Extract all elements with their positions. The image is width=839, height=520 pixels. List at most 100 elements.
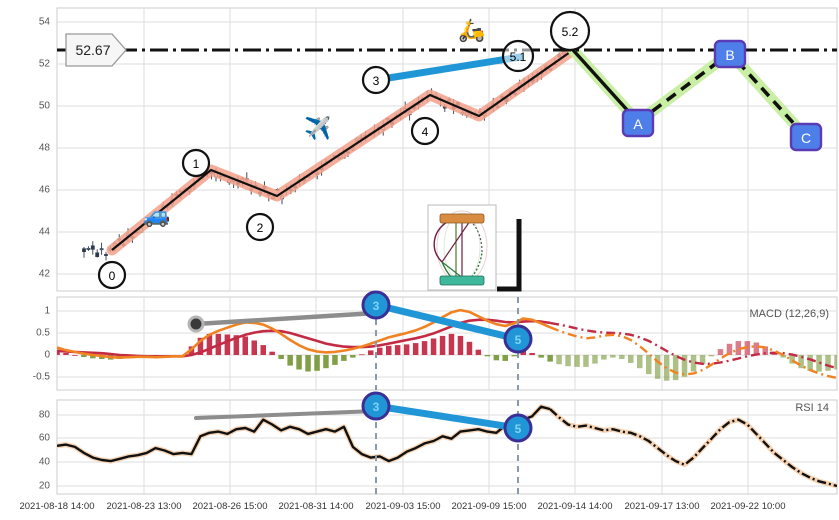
wave-marker-4-circle (410, 116, 440, 146)
wave-marker-5-1-label: 5.1 (510, 50, 527, 64)
macd-histogram-bar (646, 355, 652, 375)
xtick-4: 2021-09-03 15:00 (365, 501, 440, 512)
rsi-divergence-marker-3-label: 3 (373, 400, 380, 414)
price-ytick-52: 52 (39, 59, 51, 70)
price-divergence-trendline (372, 53, 524, 84)
macd-histogram-bar (412, 343, 419, 355)
macd-histogram-bar (690, 355, 697, 372)
macd-histogram-bar (224, 334, 231, 355)
macd-histogram-bar (430, 338, 437, 355)
wave-skeleton-line (111, 49, 574, 251)
macd-histogram-bar (816, 355, 822, 372)
rsi-ytick-20: 20 (39, 481, 51, 492)
macd-histogram-bar (72, 355, 78, 356)
macd-histogram-bar (233, 335, 240, 355)
wave-marker-1-circle (181, 148, 211, 178)
macd-histogram-bar (323, 355, 329, 369)
macd-histogram-bar (359, 354, 365, 356)
wave-marker-0-circle (97, 260, 127, 290)
wave-marker-5-2-label: 5.2 (562, 25, 579, 39)
price-y-axis-labels: 54 52 50 48 46 44 42 (39, 17, 51, 280)
current-price-tag-label: 52.67 (75, 42, 110, 58)
wave-marker-5-2[interactable]: 5.2 (549, 10, 591, 52)
macd-divergence-marker-5[interactable]: 5 (503, 324, 533, 354)
macd-histogram-bar (529, 353, 535, 355)
macd-ytick-neg05: -0.5 (33, 372, 51, 383)
rsi-divergence-marker-5[interactable]: 5 (503, 413, 533, 443)
wave-marker-4[interactable]: 4 (410, 116, 440, 146)
forecast-marker-c-box (789, 122, 823, 152)
macd-histogram-bar (708, 355, 715, 357)
macd-histogram-bar (332, 355, 338, 365)
airplane-emoji: ✈️ (304, 115, 331, 141)
current-price-tag-shape (65, 33, 127, 67)
macd-histogram-bar (619, 355, 625, 359)
macd-histogram-bar (197, 337, 204, 355)
wave-marker-2[interactable]: 2 (245, 212, 275, 242)
wave-marker-2-label: 2 (257, 221, 264, 235)
candlestick-body (104, 254, 108, 256)
macd-histogram-bar (565, 355, 571, 367)
rsi-ytick-80: 80 (39, 410, 51, 421)
macd-histogram-bar (610, 355, 616, 358)
wave-marker-1[interactable]: 1 (181, 148, 211, 178)
wave-marker-0[interactable]: 0 (97, 260, 127, 290)
macd-histogram-bar (466, 341, 473, 355)
macd-histogram-bar (350, 355, 356, 358)
macd-divergence-marker-3-circle (361, 290, 391, 320)
macd-histogram-bar (287, 355, 293, 366)
wave-marker-3[interactable]: 3 (361, 65, 391, 95)
macd-ytick-0: 0 (44, 350, 50, 361)
wave-marker-5-1-circle (501, 39, 535, 73)
macd-line-forecast (549, 326, 837, 380)
rsi-indicator-label: RSI 14 (795, 402, 829, 414)
macd-histogram-bar (475, 349, 482, 355)
wave-marker-5-1[interactable]: 5.1 (501, 39, 535, 73)
macd-divergence-anchor-dot (187, 315, 205, 333)
xtick-5: 2021-09-09 15:00 (451, 501, 526, 512)
rsi-divergence-marker-3[interactable]: 3 (361, 391, 391, 421)
macd-histogram-bar (368, 350, 374, 355)
macd-gridlines (57, 297, 837, 390)
macd-histogram-bar (421, 341, 428, 355)
wave-marker-3-label: 3 (373, 74, 380, 88)
macd-histogram-bar (717, 349, 724, 355)
macd-divergence-gray-line (193, 310, 379, 327)
x-axis-labels: 2021-08-18 14:00 2021-08-23 13:00 2021-0… (19, 501, 785, 512)
current-price-tag[interactable]: 52.67 (65, 33, 127, 67)
macd-histogram-bar (448, 333, 455, 355)
macd-histogram-bar (547, 355, 553, 362)
macd-histogram-bar (825, 355, 831, 371)
forecast-marker-b-label: B (725, 47, 734, 63)
macd-plot-area (56, 296, 838, 391)
price-ytick-46: 46 (39, 185, 51, 196)
rsi-divergence-blue-line (372, 402, 522, 432)
rsi-line (57, 405, 551, 463)
macd-histogram-bar (296, 355, 302, 370)
macd-histogram-bar (63, 353, 69, 355)
macd-histogram-bar (663, 355, 670, 381)
forecast-marker-b[interactable]: B (713, 39, 747, 69)
macd-histogram-bar (314, 355, 320, 371)
price-panel: 54 52 50 48 46 44 42 (39, 7, 838, 292)
macd-histogram-bar (762, 346, 768, 355)
candlestick-body (82, 248, 86, 253)
macd-histogram-bar (394, 345, 401, 355)
rsi-ytick-40: 40 (39, 457, 51, 468)
wave-marker-5-2-circle (549, 10, 591, 52)
macd-histogram-bar (654, 355, 661, 379)
candlestick-body (95, 252, 100, 257)
forecast-marker-a-box (621, 108, 655, 138)
forecast-marker-c[interactable]: C (789, 122, 823, 152)
macd-divergence-marker-3[interactable]: 3 (361, 290, 391, 320)
macd-histogram-bar (834, 355, 837, 370)
macd-histogram-bar (242, 336, 248, 355)
forecast-marker-a[interactable]: A (621, 108, 655, 138)
macd-ytick-05: 0.5 (36, 328, 50, 339)
macd-histogram-bar (583, 355, 589, 367)
mini-wave-inset[interactable] (427, 204, 522, 292)
scooter-emoji: 🛵 (458, 18, 485, 44)
xtick-8: 2021-09-22 10:00 (710, 501, 785, 512)
macd-histogram-bar (81, 355, 87, 357)
